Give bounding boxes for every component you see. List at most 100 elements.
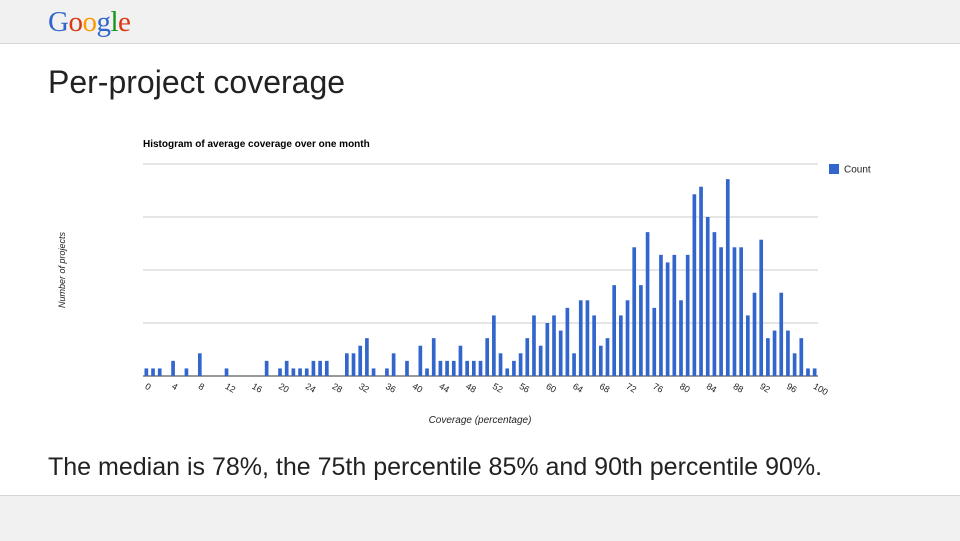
gridlines: [143, 163, 818, 377]
histogram-bar: [184, 368, 189, 376]
histogram-bar: [645, 232, 650, 376]
x-tick-label: 48: [464, 381, 478, 395]
histogram-bar: [418, 345, 423, 376]
histogram-bar: [298, 368, 302, 376]
histogram-bar: [659, 254, 663, 376]
x-tick-label: 0: [143, 381, 152, 392]
histogram-chart: Histogram of average coverage over one m…: [57, 139, 871, 426]
histogram-bar: [451, 360, 456, 376]
histogram-bar: [739, 247, 743, 376]
histogram-bar: [278, 368, 282, 376]
histogram-bar: [371, 368, 376, 376]
histogram-bar: [385, 368, 389, 376]
x-tick-label: 76: [651, 381, 665, 395]
histogram-bar: [779, 292, 784, 376]
histogram-bar: [672, 254, 677, 376]
histogram-bar: [498, 353, 503, 376]
histogram-bar: [478, 360, 483, 376]
histogram-bar: [291, 368, 296, 376]
histogram-bar: [665, 262, 670, 376]
histogram-bar: [578, 300, 583, 376]
histogram-bar: [685, 254, 690, 376]
x-axis-label: Coverage (percentage): [429, 415, 532, 426]
histogram-bar: [284, 360, 289, 376]
histogram-bar: [692, 194, 697, 376]
histogram-bar: [592, 315, 596, 376]
chart-title: Histogram of average coverage over one m…: [143, 139, 370, 150]
histogram-bar: [438, 360, 443, 376]
logo-letter: G: [48, 6, 69, 38]
x-tick-label: 72: [625, 381, 639, 395]
histogram-bar: [224, 368, 229, 376]
x-tick-label: 20: [277, 381, 291, 395]
histogram-bar: [171, 360, 175, 376]
histogram-bar: [471, 360, 476, 376]
x-tick-label: 36: [384, 381, 398, 395]
histogram-bar: [612, 285, 617, 376]
histogram-bar: [605, 338, 610, 376]
histogram-bar: [732, 247, 737, 376]
histogram-bar: [725, 179, 730, 376]
histogram-bar: [324, 360, 329, 376]
histogram-bar: [619, 315, 623, 376]
histogram-bar: [518, 353, 523, 376]
legend-label: Count: [844, 165, 871, 176]
histogram-bar: [157, 368, 162, 376]
x-tick-label: 24: [304, 381, 318, 395]
histogram-bar: [492, 315, 496, 376]
x-tick-label: 8: [197, 381, 206, 392]
logo-letter: o: [82, 6, 97, 38]
histogram-bar: [552, 315, 556, 376]
x-tick-label: 92: [758, 381, 772, 395]
histogram-bar: [558, 330, 563, 376]
x-tick-label: 4: [170, 381, 179, 392]
histogram-bar: [345, 353, 349, 376]
histogram-bar: [679, 300, 683, 376]
histogram-bar: [705, 217, 710, 376]
histogram-bar: [532, 315, 536, 376]
histogram-bar: [565, 307, 570, 376]
x-tick-label: 40: [411, 381, 425, 395]
histogram-bar: [786, 330, 790, 376]
histogram-bar: [485, 338, 490, 376]
histogram-bar: [525, 338, 530, 376]
histogram-bar: [425, 368, 429, 376]
top-bar: Google: [0, 0, 960, 44]
histogram-bar: [431, 338, 436, 376]
histogram-bar: [358, 345, 363, 376]
x-tick-label: 52: [491, 381, 505, 395]
bars: [144, 179, 817, 376]
x-tick-label: 56: [518, 381, 532, 395]
google-logo: Google: [48, 5, 131, 39]
histogram-bar: [752, 292, 757, 376]
x-tick-label: 96: [785, 381, 799, 395]
x-tick-label: 44: [437, 381, 451, 395]
x-tick-label: 84: [705, 381, 719, 395]
legend-swatch: [829, 164, 839, 174]
histogram-bar: [759, 239, 764, 376]
x-tick-labels: 0 4 8 12 16 20 24 28 32 36 40 44 48 52 56 60 64 68 72 76 80 8…: [143, 381, 829, 397]
histogram-bar: [538, 345, 543, 376]
histogram-bar: [699, 186, 703, 376]
x-tick-label: 64: [571, 381, 585, 395]
histogram-bar: [585, 300, 590, 376]
y-axis-label: Number of projects: [57, 231, 67, 308]
histogram-bar: [812, 368, 817, 376]
histogram-bar: [632, 247, 637, 376]
histogram-bar: [772, 330, 777, 376]
x-tick-label: 100: [812, 381, 830, 397]
histogram-bar: [458, 345, 463, 376]
histogram-bar: [311, 360, 316, 376]
histogram-bar: [545, 323, 550, 376]
bottom-bar: [0, 495, 960, 541]
histogram-bar: [151, 368, 155, 376]
histogram-bar: [572, 353, 576, 376]
histogram-bar: [792, 353, 797, 376]
histogram-bar: [391, 353, 396, 376]
histogram-bar: [351, 353, 356, 376]
histogram-bar: [264, 360, 269, 376]
x-tick-label: 60: [544, 381, 558, 395]
histogram-bar: [318, 360, 322, 376]
slide-title: Per-project coverage: [48, 64, 346, 100]
histogram-bar: [465, 360, 469, 376]
